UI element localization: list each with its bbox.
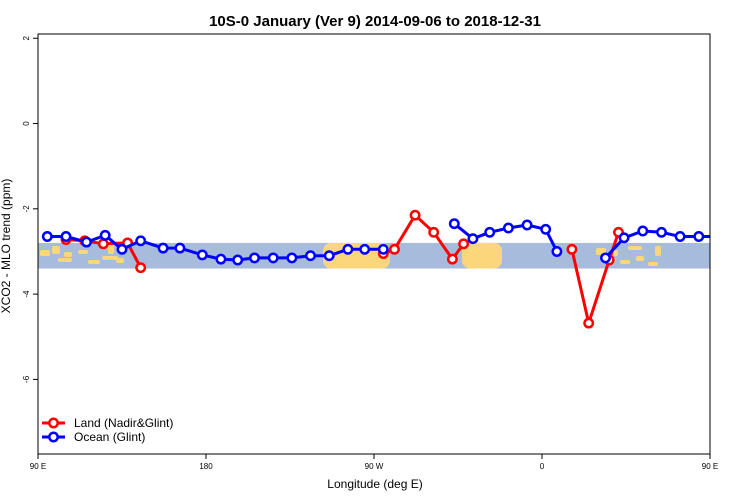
data-point-ocean <box>174 242 186 254</box>
data-point-ocean <box>600 252 611 264</box>
data-point-ocean <box>249 252 260 264</box>
legend-label-ocean: Ocean (Glint) <box>74 430 145 444</box>
legend-label-land: Land (Nadir&Glint) <box>74 416 173 430</box>
x-tick-label: 90 E <box>30 462 46 471</box>
y-tick-label: 2 <box>22 35 31 40</box>
data-point-ocean <box>502 222 514 234</box>
x-axis-label: Longitude (deg E) <box>327 477 422 491</box>
data-point-ocean <box>60 231 72 242</box>
legend-marker-land <box>48 417 59 429</box>
data-point-ocean <box>232 254 244 266</box>
data-point-ocean <box>448 218 460 230</box>
data-point-land <box>446 253 458 265</box>
y-tick-label: -6 <box>22 375 31 383</box>
legend: Land (Nadir&Glint) Ocean (Glint) <box>42 416 173 444</box>
data-point-land <box>428 226 440 238</box>
data-point-ocean <box>618 232 630 244</box>
island-patch <box>116 258 124 263</box>
island-patch <box>655 246 661 256</box>
data-point-ocean <box>637 225 649 237</box>
x-tick-label: 0 <box>540 462 545 471</box>
land-patch-africa <box>462 242 502 269</box>
data-point-ocean <box>732 232 740 240</box>
data-point-ocean <box>196 249 208 261</box>
island-patch <box>52 246 60 254</box>
data-point-ocean <box>215 253 227 265</box>
data-point-land <box>389 243 400 255</box>
data-point-ocean <box>467 233 479 245</box>
data-point-ocean <box>99 229 111 241</box>
data-point-ocean <box>551 246 563 257</box>
data-point-ocean <box>656 226 667 238</box>
y-tick-label: 0 <box>22 121 31 126</box>
island-patch <box>620 260 630 264</box>
y-axis-label: XCO2 - MLO trend (ppm) <box>0 179 13 314</box>
data-point-ocean <box>286 252 298 264</box>
island-patch <box>108 244 114 254</box>
data-point-ocean <box>157 242 169 254</box>
data-point-ocean <box>484 226 496 238</box>
island-patch <box>628 246 642 250</box>
data-point-ocean <box>267 252 279 264</box>
data-point-ocean <box>135 235 147 247</box>
series-layer <box>41 209 740 329</box>
island-patch <box>636 256 644 261</box>
data-point-ocean <box>377 243 389 255</box>
data-point-ocean <box>116 243 128 255</box>
series-line-ocean <box>604 229 710 259</box>
island-patch <box>58 258 72 262</box>
x-tick-label: 90 W <box>365 462 384 471</box>
data-point-ocean <box>41 231 53 242</box>
y-tick-label: -4 <box>22 290 31 298</box>
island-patch <box>102 256 118 260</box>
data-point-ocean <box>674 231 686 242</box>
data-point-ocean <box>521 219 533 231</box>
island-patch <box>78 250 88 254</box>
data-point-land <box>458 238 470 250</box>
series-line-land <box>570 231 620 325</box>
data-point-land <box>409 209 421 221</box>
data-point-land <box>583 317 595 329</box>
x-tick-label: 90 E <box>702 462 718 471</box>
data-point-ocean <box>540 223 552 235</box>
data-point-ocean <box>713 232 721 240</box>
data-point-ocean <box>342 243 354 255</box>
island-patch <box>64 252 72 257</box>
data-point-ocean <box>359 243 371 255</box>
island-patch <box>648 262 658 266</box>
data-point-ocean <box>323 250 335 262</box>
data-point-ocean <box>81 236 92 248</box>
legend-marker-ocean <box>48 431 59 443</box>
data-point-ocean <box>693 231 705 242</box>
chart-title: 10S-0 January (Ver 9) 2014-09-06 to 2018… <box>209 13 541 30</box>
x-tick-label: 180 <box>199 462 213 471</box>
data-point-land <box>566 243 578 255</box>
island-patch <box>88 260 100 264</box>
data-point-land <box>97 238 109 250</box>
data-point-land <box>135 262 147 274</box>
data-point-ocean <box>305 250 316 262</box>
island-patch <box>40 250 50 256</box>
y-tick-label: -2 <box>22 205 31 213</box>
